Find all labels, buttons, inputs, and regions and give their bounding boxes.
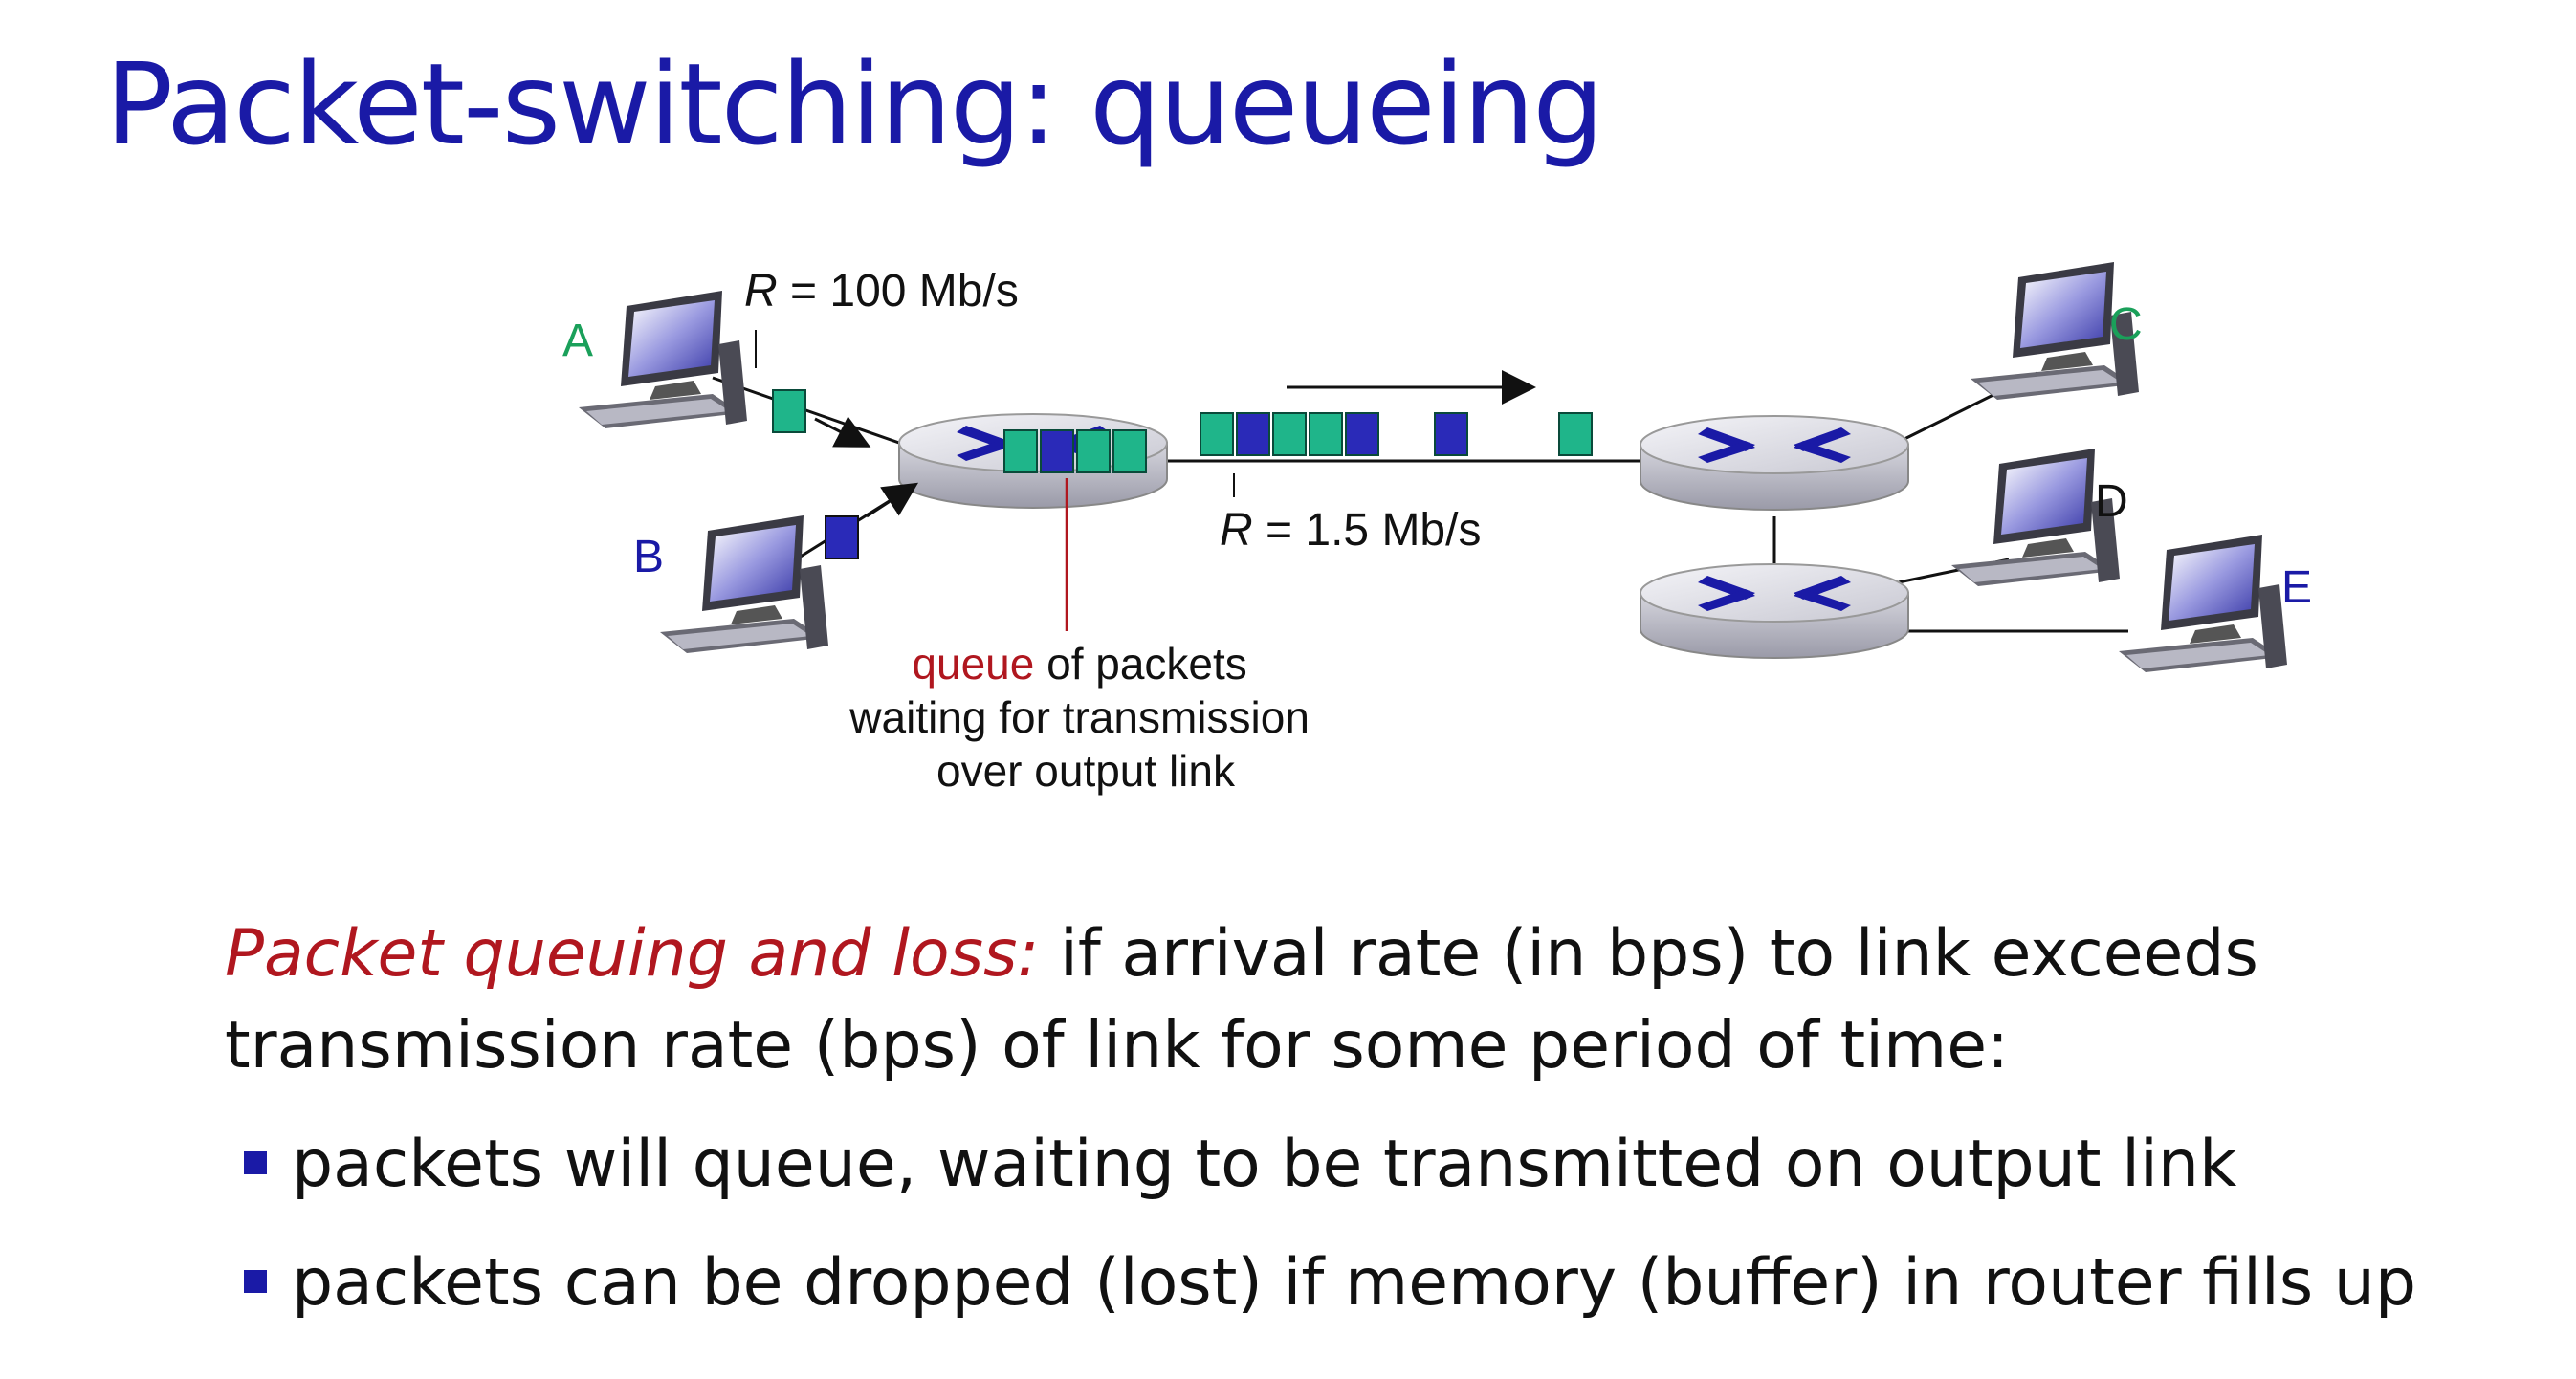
packet-from-b <box>825 515 859 559</box>
links <box>712 371 2128 633</box>
output-packet <box>1434 412 1468 456</box>
host-e: E <box>2119 535 2312 672</box>
queue-caption: queue of packets waiting for transmissio… <box>848 639 1321 796</box>
output-packet <box>1345 412 1379 456</box>
host-c: C <box>1971 262 2143 400</box>
bullet-list: packets will queue, waiting to be transm… <box>225 1119 2501 1329</box>
arrow-b <box>866 482 919 518</box>
lead-paragraph: Packet queuing and loss: if arrival rate… <box>225 908 2501 1092</box>
arrow-a <box>814 416 871 448</box>
rate-out-label: R = 1.5 Mb/s <box>1220 505 1481 556</box>
output-packet <box>1309 412 1343 456</box>
output-packet <box>1558 412 1593 456</box>
router-right-bottom <box>1640 563 1909 659</box>
link-a-router <box>712 376 919 451</box>
host-c-label: C <box>2109 299 2143 350</box>
host-b: B <box>633 515 828 653</box>
bullet-square-icon <box>244 1270 267 1293</box>
bullet-item: packets will queue, waiting to be transm… <box>225 1119 2501 1211</box>
host-d: D <box>1951 449 2128 586</box>
bullet-item: packets can be dropped (lost) if memory … <box>225 1237 2501 1329</box>
queue-packet <box>1003 429 1038 473</box>
output-packet <box>1272 412 1307 456</box>
output-link-packets <box>1200 412 1593 456</box>
router-right-top <box>1640 415 1909 511</box>
network-diagram: A B C D E <box>562 262 2312 796</box>
host-d-label: D <box>2095 476 2128 527</box>
queue-packet <box>1112 429 1147 473</box>
packet-from-a <box>772 389 806 433</box>
queue-packet <box>1076 429 1111 473</box>
bullet-square-icon <box>244 1151 267 1174</box>
output-packet <box>1200 412 1234 456</box>
queue-packet <box>1040 429 1074 473</box>
router-queue <box>1003 429 1147 473</box>
host-a-label: A <box>562 316 593 366</box>
host-a: A <box>562 291 747 428</box>
rate-in-label: R = 100 Mb/s <box>744 266 1019 317</box>
body-text: Packet queuing and loss: if arrival rate… <box>225 908 2501 1329</box>
host-e-label: E <box>2281 562 2312 613</box>
lead-rest: if arrival rate (in bps) to link exceeds… <box>225 916 2258 1084</box>
output-packet <box>1236 412 1270 456</box>
lead-emphasis: Packet queuing and loss: <box>225 916 1040 992</box>
host-b-label: B <box>633 532 664 582</box>
slide-title: Packet-switching: queueing <box>105 38 1604 170</box>
